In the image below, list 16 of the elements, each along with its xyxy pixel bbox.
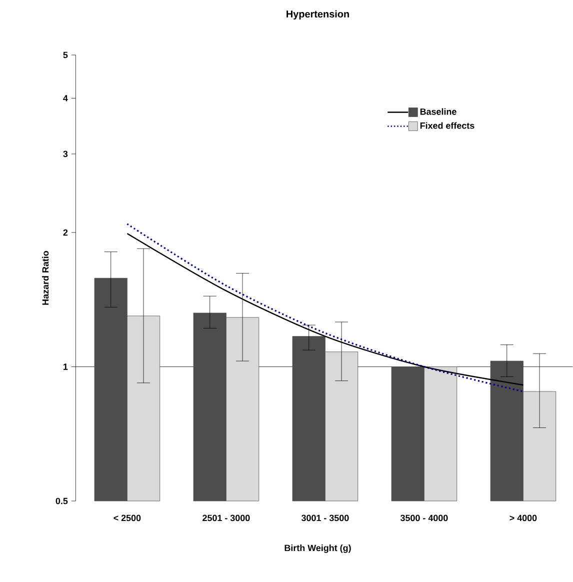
x-tick-label: > 4000: [510, 514, 537, 522]
y-tick-label: 5: [63, 52, 68, 58]
y-tick-label: 2: [63, 229, 68, 236]
chart-title: Hypertension: [286, 10, 349, 20]
x-axis-title: Birth Weight (g): [284, 544, 351, 553]
x-tick-label: 3001 - 3500: [301, 514, 349, 522]
y-axis-title: Hazard Ratio: [42, 250, 49, 305]
legend-label: Baseline: [420, 108, 456, 115]
x-tick-label: < 2500: [114, 514, 141, 522]
x-tick-label: 2501 - 3000: [202, 514, 250, 522]
y-tick-label: 1: [64, 364, 68, 370]
y-tick-label: 3: [63, 150, 68, 158]
y-tick-label: 4: [63, 95, 68, 102]
y-tick-label: 0.5: [56, 498, 68, 504]
legend-label: Fixed effects: [420, 122, 474, 129]
x-tick-label: 3500 - 4000: [400, 514, 448, 522]
